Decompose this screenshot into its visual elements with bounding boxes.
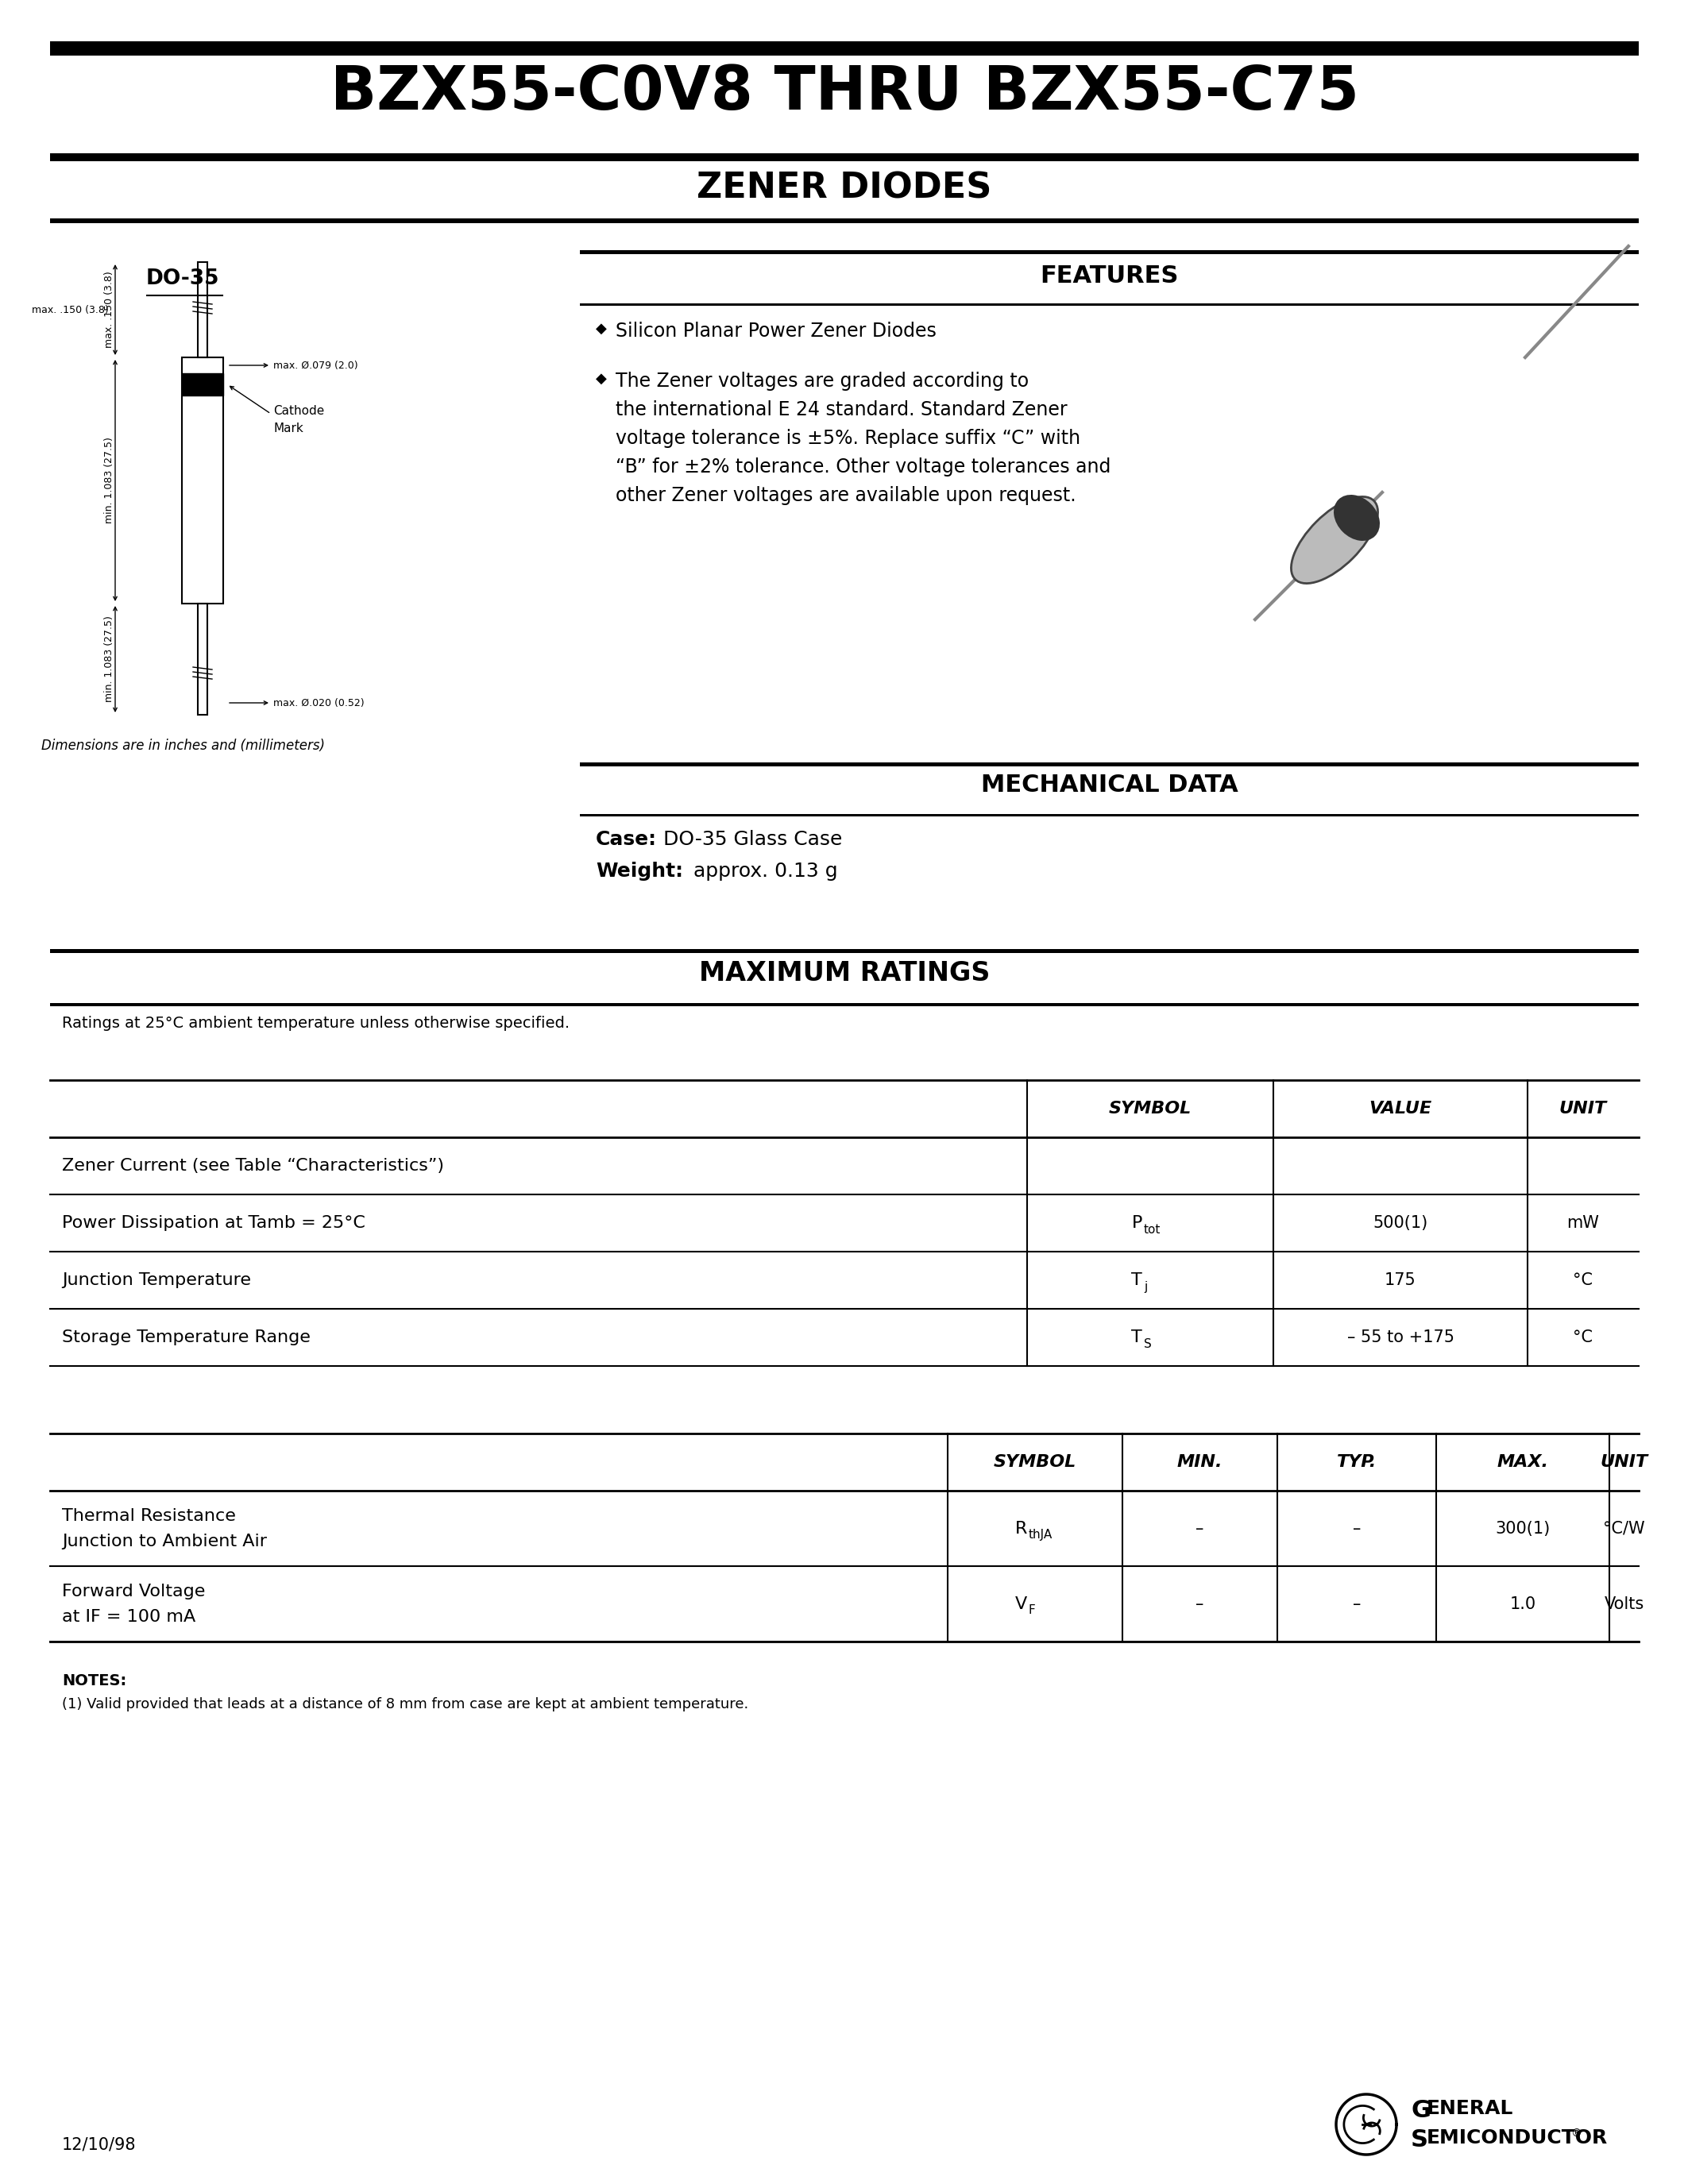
- Text: ◆: ◆: [596, 321, 606, 336]
- Text: DO-35: DO-35: [145, 269, 219, 288]
- Text: –: –: [1195, 1520, 1204, 1535]
- Text: tot: tot: [1144, 1223, 1161, 1236]
- Text: voltage tolerance is ±5%. Replace suffix “C” with: voltage tolerance is ±5%. Replace suffix…: [616, 428, 1080, 448]
- Text: UNIT: UNIT: [1560, 1101, 1607, 1116]
- Text: (1) Valid provided that leads at a distance of 8 mm from case are kept at ambien: (1) Valid provided that leads at a dista…: [62, 1697, 748, 1712]
- Text: FEATURES: FEATURES: [1040, 264, 1178, 288]
- Text: T: T: [1131, 1273, 1143, 1289]
- Text: S: S: [1144, 1339, 1151, 1350]
- Ellipse shape: [1334, 496, 1379, 542]
- Text: °C: °C: [1573, 1330, 1593, 1345]
- Bar: [51, 41, 1639, 55]
- Bar: [197, 262, 208, 358]
- Text: Storage Temperature Range: Storage Temperature Range: [62, 1330, 311, 1345]
- Text: Power Dissipation at Tamb = 25°C: Power Dissipation at Tamb = 25°C: [62, 1214, 365, 1232]
- Bar: [581, 762, 1639, 767]
- Text: 1.0: 1.0: [1509, 1597, 1536, 1612]
- Text: DO-35 Glass Case: DO-35 Glass Case: [663, 830, 842, 850]
- Text: ®: ®: [1570, 2129, 1582, 2140]
- Text: min. 1.083 (27.5): min. 1.083 (27.5): [103, 616, 115, 703]
- Text: Silicon Planar Power Zener Diodes: Silicon Planar Power Zener Diodes: [616, 321, 937, 341]
- Text: P: P: [1131, 1214, 1143, 1232]
- Bar: [51, 1002, 1639, 1007]
- Text: Zener Current (see Table “Characteristics”): Zener Current (see Table “Characteristic…: [62, 1158, 444, 1173]
- Ellipse shape: [1291, 496, 1377, 583]
- Text: – 55 to +175: – 55 to +175: [1347, 1330, 1453, 1345]
- Text: BZX55-C0V8 THRU BZX55-C75: BZX55-C0V8 THRU BZX55-C75: [331, 63, 1359, 122]
- Text: Forward Voltage: Forward Voltage: [62, 1583, 206, 1599]
- Text: Volts: Volts: [1604, 1597, 1644, 1612]
- Text: ◆: ◆: [596, 371, 606, 387]
- Text: SYMBOL: SYMBOL: [1109, 1101, 1192, 1116]
- Bar: [581, 815, 1639, 817]
- Text: UNIT: UNIT: [1600, 1455, 1647, 1470]
- Text: Weight:: Weight:: [596, 863, 684, 880]
- Text: SYMBOL: SYMBOL: [994, 1455, 1077, 1470]
- Text: “B” for ±2% tolerance. Other voltage tolerances and: “B” for ±2% tolerance. Other voltage tol…: [616, 456, 1111, 476]
- Text: S: S: [1411, 2129, 1428, 2151]
- Text: max. Ø.020 (0.52): max. Ø.020 (0.52): [273, 697, 365, 708]
- Text: MIN.: MIN.: [1177, 1455, 1222, 1470]
- Text: MAX.: MAX.: [1497, 1455, 1548, 1470]
- Text: VALUE: VALUE: [1369, 1101, 1431, 1116]
- Text: thJA: thJA: [1028, 1529, 1053, 1540]
- Text: EMICONDUCTOR: EMICONDUCTOR: [1426, 2129, 1609, 2147]
- Text: the international E 24 standard. Standard Zener: the international E 24 standard. Standar…: [616, 400, 1067, 419]
- Text: approx. 0.13 g: approx. 0.13 g: [694, 863, 837, 880]
- Text: Junction to Ambient Air: Junction to Ambient Air: [62, 1533, 267, 1548]
- Bar: [51, 218, 1639, 223]
- Bar: [581, 304, 1639, 306]
- Text: –: –: [1195, 1597, 1204, 1612]
- Text: max. .150 (3.8): max. .150 (3.8): [103, 271, 115, 347]
- Bar: [182, 358, 223, 603]
- Text: 12/10/98: 12/10/98: [62, 2136, 137, 2151]
- Bar: [182, 373, 223, 395]
- Text: Ratings at 25°C ambient temperature unless otherwise specified.: Ratings at 25°C ambient temperature unle…: [62, 1016, 569, 1031]
- Text: mW: mW: [1566, 1214, 1600, 1232]
- Text: °C: °C: [1573, 1273, 1593, 1289]
- Text: Junction Temperature: Junction Temperature: [62, 1273, 252, 1289]
- Text: G: G: [1411, 2099, 1431, 2123]
- Bar: [197, 603, 208, 714]
- Text: other Zener voltages are available upon request.: other Zener voltages are available upon …: [616, 487, 1075, 505]
- Text: 175: 175: [1384, 1273, 1416, 1289]
- Text: F: F: [1028, 1605, 1036, 1616]
- Text: –: –: [1352, 1597, 1361, 1612]
- Bar: [51, 950, 1639, 952]
- Text: max. Ø.079 (2.0): max. Ø.079 (2.0): [273, 360, 358, 371]
- Bar: [51, 153, 1639, 162]
- Text: j: j: [1144, 1280, 1148, 1293]
- Text: at IF = 100 mA: at IF = 100 mA: [62, 1610, 196, 1625]
- Text: The Zener voltages are graded according to: The Zener voltages are graded according …: [616, 371, 1028, 391]
- Text: ENERAL: ENERAL: [1426, 2099, 1514, 2118]
- Text: MECHANICAL DATA: MECHANICAL DATA: [981, 773, 1237, 797]
- Text: R: R: [1014, 1520, 1026, 1535]
- Text: Thermal Resistance: Thermal Resistance: [62, 1507, 236, 1524]
- Text: NOTES:: NOTES:: [62, 1673, 127, 1688]
- Text: 500(1): 500(1): [1372, 1214, 1428, 1232]
- Text: ZENER DIODES: ZENER DIODES: [697, 170, 993, 205]
- Text: 300(1): 300(1): [1496, 1520, 1550, 1535]
- Text: TYP.: TYP.: [1337, 1455, 1377, 1470]
- Text: Cathode: Cathode: [273, 404, 324, 417]
- Text: Case:: Case:: [596, 830, 657, 850]
- Text: Mark: Mark: [273, 422, 304, 435]
- Bar: [581, 251, 1639, 253]
- Text: Dimensions are in inches and (millimeters): Dimensions are in inches and (millimeter…: [41, 738, 324, 753]
- Text: V: V: [1014, 1597, 1026, 1612]
- Text: MAXIMUM RATINGS: MAXIMUM RATINGS: [699, 961, 989, 987]
- Text: °C/W: °C/W: [1604, 1520, 1644, 1535]
- Text: T: T: [1131, 1330, 1143, 1345]
- Text: max. .150 (3.8): max. .150 (3.8): [32, 304, 108, 314]
- Text: –: –: [1352, 1520, 1361, 1535]
- Text: min. 1.083 (27.5): min. 1.083 (27.5): [103, 437, 115, 524]
